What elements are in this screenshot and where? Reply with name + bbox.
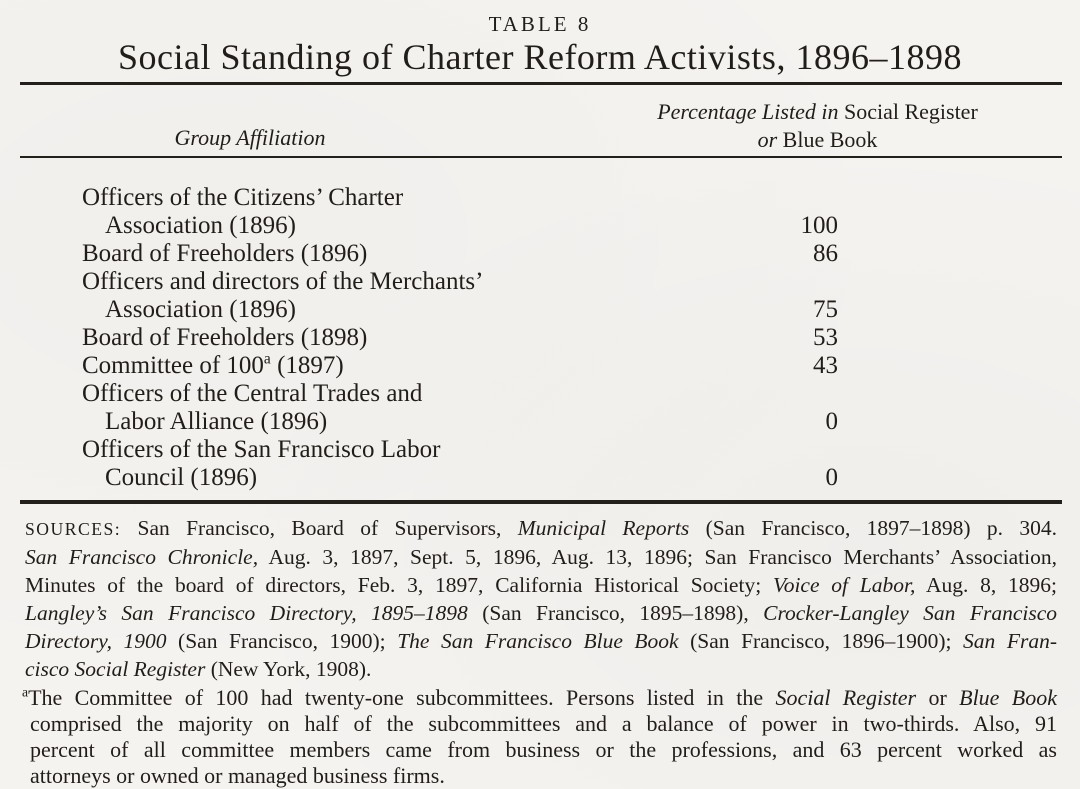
footnote-line: percent of all committee members came fr…	[30, 737, 1057, 762]
title-rule	[20, 82, 1062, 85]
footnote-line: comprised the majority on half of the su…	[30, 711, 1057, 736]
row-label-line: Officers of the Citizens’ Charter	[82, 184, 404, 211]
footnote-line: aThe Committee of 100 had twenty-one sub…	[22, 684, 1057, 710]
row-value: 75	[813, 296, 838, 323]
footnote-line: attorneys or owned or managed business f…	[30, 763, 445, 788]
row-label-line: Association (1896)	[105, 212, 296, 239]
row-value: 86	[813, 240, 838, 267]
sources-note: SOURCES: San Francisco, Board of Supervi…	[25, 514, 1057, 683]
table-row: Officers of the Citizens’ Charter Associ…	[82, 184, 838, 240]
table-body: Officers of the Citizens’ Charter Associ…	[82, 184, 838, 492]
sources-line: cisco Social Register (New York, 1908).	[25, 657, 372, 681]
sources-line: SOURCES: San Francisco, Board of Supervi…	[25, 516, 1057, 540]
row-label-line: Officers and directors of the Merchants’	[82, 268, 484, 295]
row-value: 53	[813, 324, 838, 351]
row-value: 43	[813, 352, 838, 379]
row-label-line: Officers of the Central Trades and	[82, 380, 423, 407]
table-row: Officers of the Central Trades and Labor…	[82, 380, 838, 436]
row-label: Board of Freeholders (1898)	[82, 324, 768, 352]
row-label: Committee of 100a (1897)	[82, 350, 768, 380]
table-number-caption: TABLE 8	[488, 12, 592, 36]
row-label-line: Association (1896)	[105, 296, 296, 323]
table-row: Officers and directors of the Merchants’…	[82, 268, 838, 324]
table-footnote: aThe Committee of 100 had twenty-one sub…	[22, 685, 1057, 789]
table-row: Board of Freeholders (1896) 86	[82, 240, 838, 268]
sources-line: San Francisco Chronicle, Aug. 3, 1897, S…	[25, 545, 1057, 569]
row-label-line: Labor Alliance (1896)	[105, 408, 328, 435]
table-row: Board of Freeholders (1898) 53	[82, 324, 838, 352]
sources-line: Directory, 1900 (San Francisco, 1900); T…	[25, 629, 1057, 653]
row-value: 0	[825, 464, 839, 491]
row-label-line: Committee of 100a (1897)	[82, 350, 344, 379]
table-row: Committee of 100a (1897) 43	[82, 350, 838, 380]
row-label-line: Council (1896)	[105, 464, 258, 491]
column-header-percentage-line2: or Blue Book	[757, 127, 878, 152]
sources-line: Minutes of the board of directors, Feb. …	[25, 573, 1057, 597]
row-label-line: Officers of the San Francisco Labor	[82, 436, 441, 463]
row-value: 100	[800, 212, 839, 239]
row-label: Officers of the San Francisco Labor Coun…	[82, 436, 768, 492]
column-header-percentage: Percentage Listed in Social Register or …	[620, 98, 1015, 154]
column-header-percentage-line1: Percentage Listed in Social Register	[657, 99, 978, 124]
row-label: Officers of the Citizens’ Charter Associ…	[82, 184, 768, 240]
row-value: 0	[825, 408, 839, 435]
header-rule	[20, 156, 1062, 158]
table-row: Officers of the San Francisco Labor Coun…	[82, 436, 838, 492]
row-label: Officers of the Central Trades and Labor…	[82, 380, 768, 436]
table-title: Social Standing of Charter Reform Activi…	[118, 37, 962, 77]
column-header-group-affiliation: Group Affiliation	[174, 125, 326, 150]
table-bottom-rule	[20, 500, 1062, 504]
row-label: Officers and directors of the Merchants’…	[82, 268, 768, 324]
row-label: Board of Freeholders (1896)	[82, 240, 768, 268]
row-label-line: Board of Freeholders (1896)	[82, 240, 368, 267]
sources-line: Langley’s San Francisco Directory, 1895–…	[25, 601, 1058, 625]
row-label-line: Board of Freeholders (1898)	[82, 324, 368, 351]
